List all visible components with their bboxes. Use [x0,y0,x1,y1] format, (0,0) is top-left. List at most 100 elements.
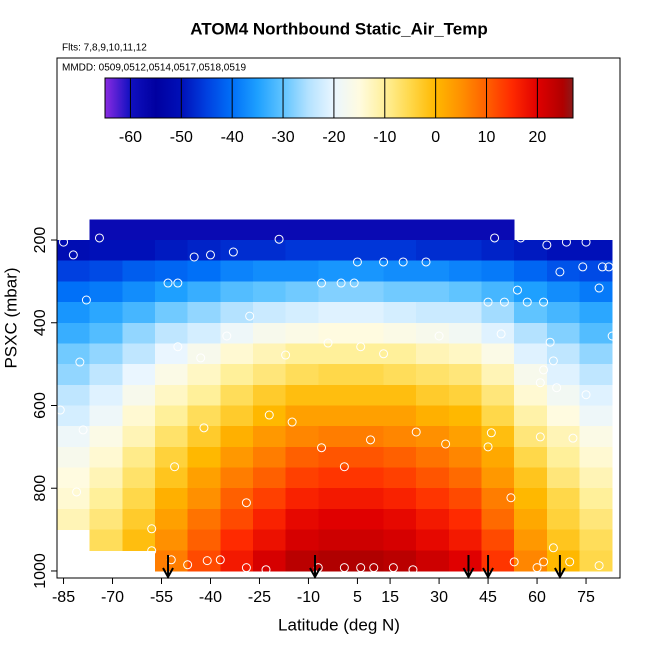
heat-cell [122,446,156,469]
heat-cell [416,322,450,344]
flight-point [369,563,379,573]
heat-cell [514,343,548,365]
heat-cell [89,488,123,510]
heat-cell [252,508,287,531]
flight-point [604,262,614,272]
flight-point [516,233,526,243]
flight-point [434,331,444,341]
flight-point [483,442,493,452]
heat-cell [122,240,156,262]
arrow [482,555,494,580]
heat-cell [514,467,548,489]
heat-cell [122,322,156,344]
heat-cell [285,488,319,510]
heat-cell [546,405,581,427]
heat-cell [514,364,548,386]
heat-cell [448,240,483,262]
heat-cell [350,322,385,344]
heat-cell [383,529,417,551]
flight-point [411,427,421,437]
heat-cell [220,343,254,365]
flight-point [202,556,212,566]
heat-cell [383,260,417,282]
heat-cell [546,384,581,406]
heat-cell [481,302,515,324]
heat-cell [285,405,319,427]
flight-point [512,285,522,295]
y-tick-label: 600 [32,392,49,419]
x-tick-label: 75 [577,589,595,606]
flight-point [339,563,349,573]
flight-point [199,423,209,433]
heat-cell [154,426,189,448]
heat-cell [579,529,613,551]
heat-cell [122,260,156,282]
x-tick-label: 45 [479,589,497,606]
heat-cell [154,405,189,427]
heat-cell [318,467,352,489]
heat-cell [220,405,254,427]
heat-cell [154,467,189,489]
heat-cell [579,488,613,510]
heat-cell [57,488,91,510]
heat-cell [481,550,515,572]
heat-cell [514,322,548,344]
x-tick-label: -70 [101,589,124,606]
flight-point [379,349,389,359]
heat-cell [187,302,221,324]
flight-point [222,331,232,341]
colorbar-tick-label: -40 [221,129,244,146]
heat-cell [89,302,123,324]
heat-cell [154,343,189,365]
heat-cell [383,405,417,427]
flight-point [581,390,591,400]
flight-point [548,543,558,553]
heat-cell [252,467,287,489]
arrow-head [554,567,566,580]
heat-cell [383,281,417,303]
flight-point [352,257,362,267]
arrow-head [309,567,321,580]
heat-cell [350,488,385,510]
heat-cell [89,281,123,303]
arrow [309,555,321,580]
flight-point [196,353,206,363]
heat-cell [220,508,254,531]
heat-cell [220,446,254,469]
x-tick-label: -85 [52,589,75,606]
subtitle: Flts: 7,8,9,10,11,12 [62,43,147,54]
heat-cell [252,302,287,324]
heat-cell [448,343,483,365]
arrow-head [162,567,174,580]
flight-point [81,295,91,305]
heat-cell [285,508,319,531]
heat-cell [154,529,189,551]
heat-cell [416,281,450,303]
heat-cell [252,219,287,241]
heat-cell [318,446,352,469]
heat-cell [187,343,221,365]
heat-cell [514,260,548,282]
heat-cell [448,405,483,427]
heat-cell [318,426,352,448]
flight-point [539,557,549,567]
heat-cell [383,446,417,469]
arrow-head [462,567,475,580]
heat-cell [579,322,613,344]
colorbar-tick-label: 10 [478,129,496,146]
chart-title: ATOM4 Northbound Static_Air_Temp [190,19,488,38]
flight-point [539,297,549,307]
heat-cell [187,219,221,241]
heat-cell [514,384,548,406]
heat-cell [350,529,385,551]
heat-cell [318,281,352,303]
heat-cell [220,322,254,344]
heat-cell [89,467,123,489]
heat-cell [350,405,385,427]
heat-cell [546,446,581,469]
heat-cell [416,260,450,282]
heat-cell [187,405,221,427]
flight-point [317,443,327,453]
heat-cell [350,219,385,241]
heat-cell [350,281,385,303]
